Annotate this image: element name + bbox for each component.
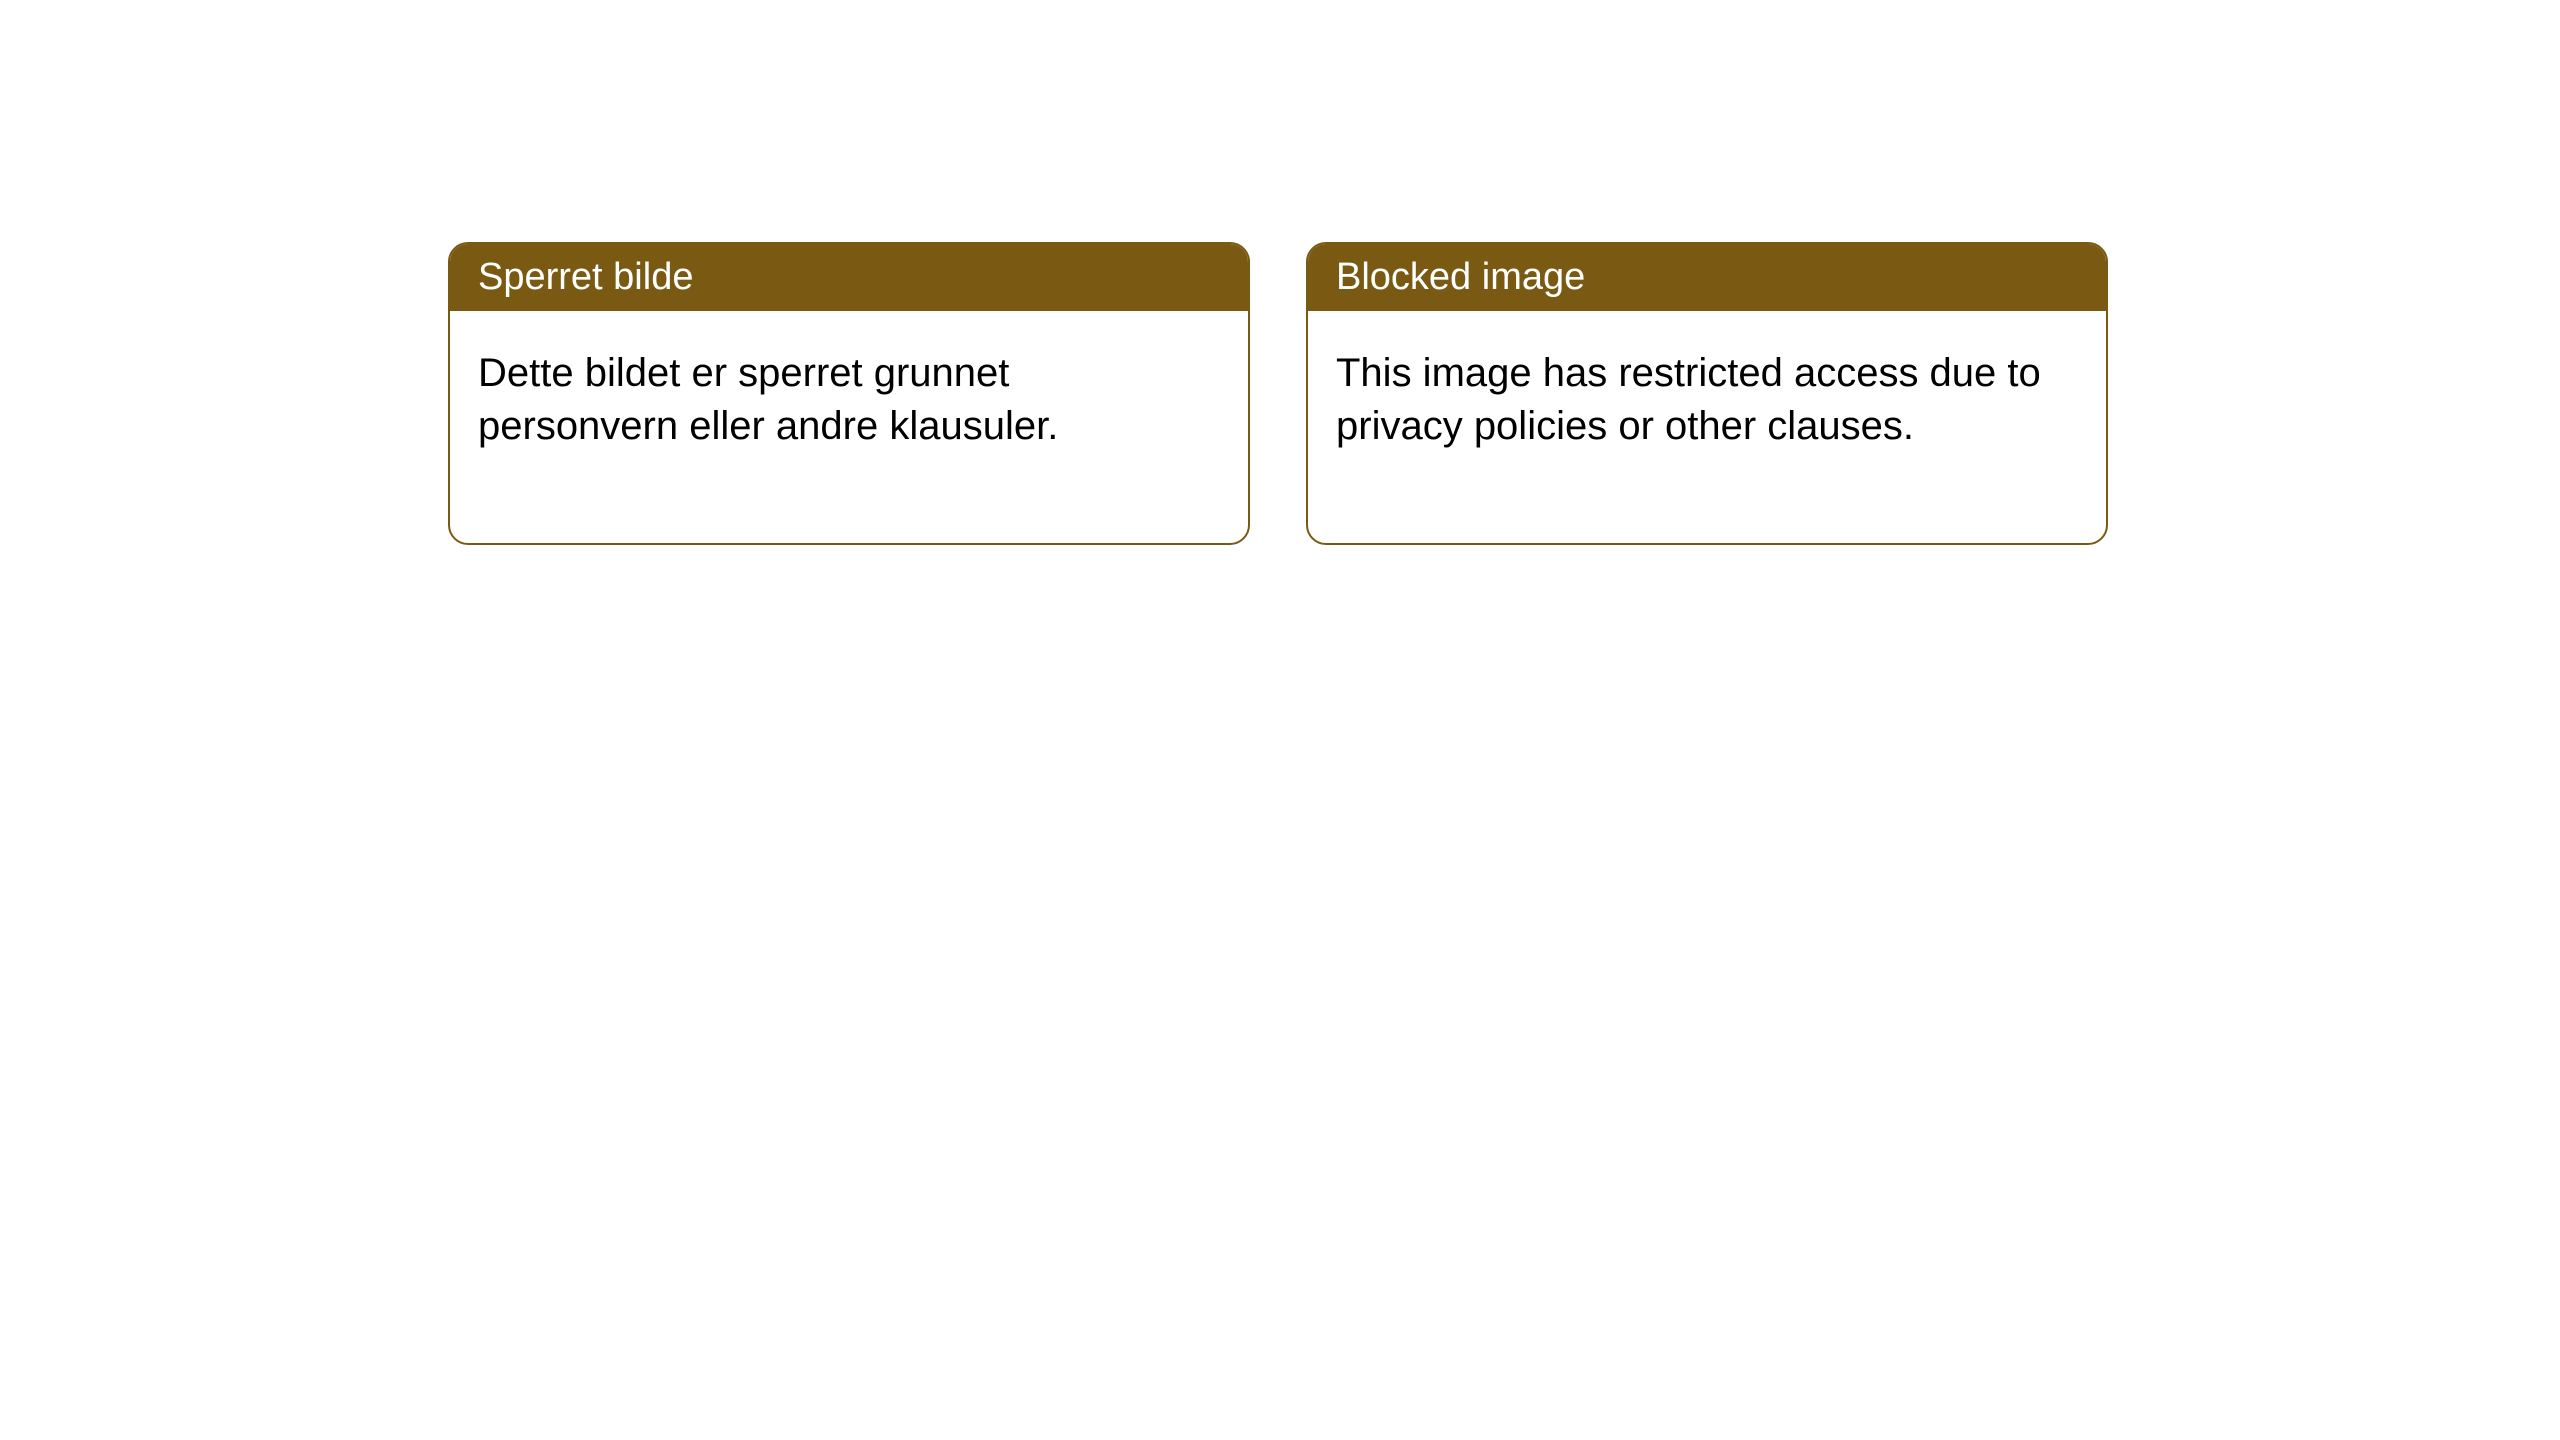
notice-header: Blocked image [1308, 244, 2106, 311]
notice-body: This image has restricted access due to … [1308, 311, 2106, 543]
notice-card-english: Blocked image This image has restricted … [1306, 242, 2108, 545]
notice-body: Dette bildet er sperret grunnet personve… [450, 311, 1248, 543]
notice-header: Sperret bilde [450, 244, 1248, 311]
notice-cards-container: Sperret bilde Dette bildet er sperret gr… [448, 242, 2108, 545]
notice-card-norwegian: Sperret bilde Dette bildet er sperret gr… [448, 242, 1250, 545]
